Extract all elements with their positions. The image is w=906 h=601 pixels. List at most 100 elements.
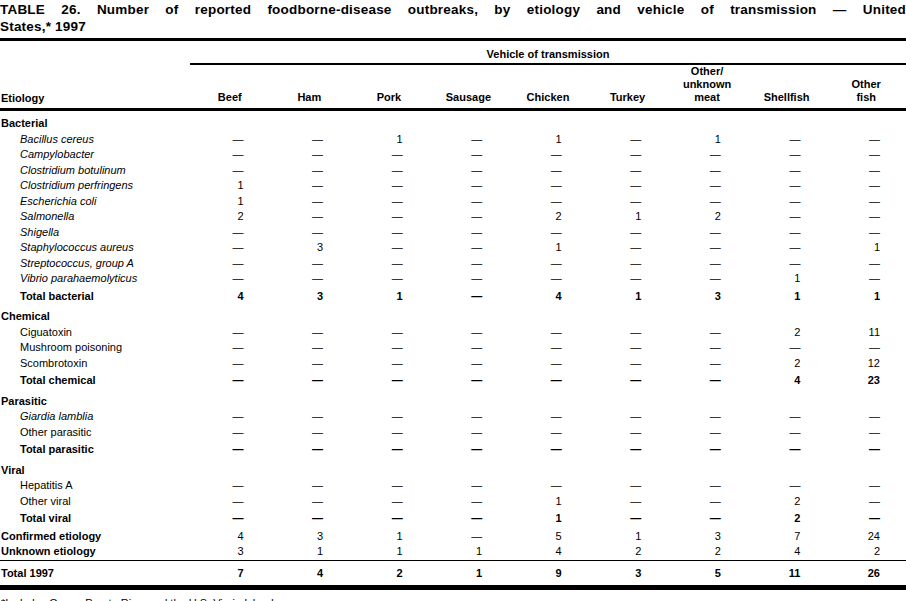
table-row: Chemical <box>0 304 906 325</box>
value-cell: — <box>190 147 270 163</box>
value-cell: — <box>508 356 588 372</box>
value-cell: 3 <box>270 287 350 305</box>
value-cell: 1 <box>349 527 429 545</box>
row-label: Parasitic <box>0 389 906 410</box>
value-cell: — <box>270 178 350 194</box>
value-cell: — <box>667 340 747 356</box>
value-cell: — <box>270 371 350 389</box>
value-cell: — <box>747 478 827 494</box>
row-label: Other viral <box>0 494 190 510</box>
value-cell: — <box>270 163 350 179</box>
value-cell: — <box>349 440 429 458</box>
value-cell: 1 <box>747 287 827 305</box>
value-cell: — <box>429 340 509 356</box>
value-cell: — <box>429 440 509 458</box>
value-cell: — <box>508 178 588 194</box>
value-cell: — <box>508 478 588 494</box>
value-cell: — <box>190 425 270 441</box>
row-label: Hepatitis A <box>0 478 190 494</box>
table-row: Bacterial <box>0 110 906 132</box>
value-cell: 4 <box>190 287 270 305</box>
value-cell: — <box>588 409 668 425</box>
value-cell: — <box>270 194 350 210</box>
value-cell: — <box>349 356 429 372</box>
value-cell: — <box>429 409 509 425</box>
value-cell: — <box>429 527 509 545</box>
value-cell: 2 <box>747 356 827 372</box>
value-cell: 4 <box>747 544 827 560</box>
value-cell: 5 <box>667 560 747 588</box>
value-cell: — <box>270 478 350 494</box>
value-cell: — <box>588 147 668 163</box>
value-cell: — <box>349 478 429 494</box>
value-cell: 4 <box>747 371 827 389</box>
value-cell: — <box>588 340 668 356</box>
row-label: Bacterial <box>0 110 906 132</box>
value-cell: — <box>270 132 350 148</box>
table-row: Other parasitic————————— <box>0 425 906 441</box>
value-cell: — <box>508 425 588 441</box>
value-cell: — <box>190 225 270 241</box>
value-cell: 1 <box>588 209 668 225</box>
row-label: Vibrio parahaemolyticus <box>0 271 190 287</box>
table-row: Vibrio parahaemolyticus———————1— <box>0 271 906 287</box>
value-cell: — <box>270 209 350 225</box>
value-cell: — <box>270 440 350 458</box>
value-cell: — <box>190 271 270 287</box>
value-cell: — <box>826 256 906 272</box>
value-cell: — <box>747 440 827 458</box>
value-cell: 2 <box>747 509 827 527</box>
table-row: Shigella————————— <box>0 225 906 241</box>
value-cell: — <box>826 178 906 194</box>
value-cell: — <box>429 209 509 225</box>
value-cell: — <box>270 494 350 510</box>
value-cell: — <box>588 271 668 287</box>
value-cell: 12 <box>826 356 906 372</box>
value-cell: — <box>349 163 429 179</box>
value-cell: — <box>667 425 747 441</box>
value-cell: — <box>270 271 350 287</box>
value-cell: — <box>429 256 509 272</box>
value-cell: 9 <box>508 560 588 588</box>
row-label: Viral <box>0 458 906 479</box>
value-cell: 7 <box>190 560 270 588</box>
row-label: Chemical <box>0 304 906 325</box>
row-label: Shigella <box>0 225 190 241</box>
value-cell: — <box>508 340 588 356</box>
spanner-row: Vehicle of transmission <box>0 41 906 64</box>
value-cell: — <box>270 147 350 163</box>
table-row: Salmonella2———212—— <box>0 209 906 225</box>
value-cell: 1 <box>508 494 588 510</box>
value-cell: — <box>588 256 668 272</box>
value-cell: — <box>588 478 668 494</box>
value-cell: 1 <box>349 287 429 305</box>
value-cell: 1 <box>508 132 588 148</box>
value-cell: — <box>349 194 429 210</box>
value-cell: — <box>270 340 350 356</box>
value-cell: — <box>429 271 509 287</box>
value-cell: — <box>270 256 350 272</box>
value-cell: 1 <box>826 240 906 256</box>
table-row: Total viral————1——2— <box>0 509 906 527</box>
value-cell: — <box>667 509 747 527</box>
value-cell: — <box>349 494 429 510</box>
value-cell: — <box>588 132 668 148</box>
value-cell: — <box>190 256 270 272</box>
value-cell: — <box>588 194 668 210</box>
value-cell: — <box>349 509 429 527</box>
value-cell: — <box>270 356 350 372</box>
value-cell: — <box>270 325 350 341</box>
value-cell: — <box>667 147 747 163</box>
value-cell: — <box>667 163 747 179</box>
value-cell: 2 <box>747 494 827 510</box>
value-cell: 2 <box>667 544 747 560</box>
value-cell: — <box>270 509 350 527</box>
value-cell: — <box>349 271 429 287</box>
value-cell: — <box>588 178 668 194</box>
value-cell: — <box>429 132 509 148</box>
value-cell: — <box>349 240 429 256</box>
value-cell: — <box>508 194 588 210</box>
value-cell: — <box>349 147 429 163</box>
value-cell: — <box>588 425 668 441</box>
value-cell: — <box>747 256 827 272</box>
